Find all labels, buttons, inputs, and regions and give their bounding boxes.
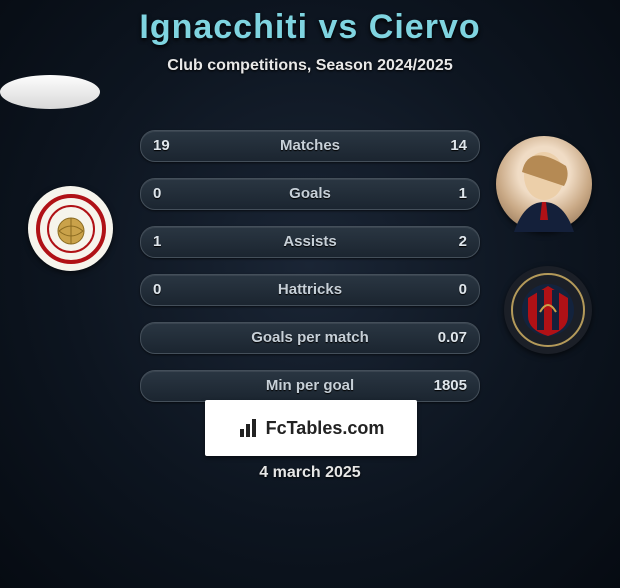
player1-avatar xyxy=(0,75,100,109)
player1-name: Ignacchiti xyxy=(139,8,308,46)
source-name: FcTables.com xyxy=(266,418,385,439)
stat-label: Hattricks xyxy=(141,275,479,305)
comparison-title: Ignacchiti vs Ciervo xyxy=(0,8,620,47)
cosenza-badge-icon xyxy=(510,272,586,348)
barchart-icon xyxy=(238,417,260,439)
stat-label: Assists xyxy=(141,227,479,257)
stat-label: Min per goal xyxy=(141,371,479,401)
player1-club-badge xyxy=(28,186,113,271)
stat-row-assists: 1 Assists 2 xyxy=(140,226,480,258)
stat-row-min-per-goal: Min per goal 1805 xyxy=(140,370,480,402)
subtitle: Club competitions, Season 2024/2025 xyxy=(0,57,620,75)
stat-right: 0 xyxy=(459,275,467,305)
stats-panel: 19 Matches 14 0 Goals 1 1 Assists 2 0 Ha… xyxy=(140,130,480,418)
stat-right: 1 xyxy=(459,179,467,209)
stat-row-hattricks: 0 Hattricks 0 xyxy=(140,274,480,306)
reggiana-badge-icon xyxy=(35,193,107,265)
stat-label: Goals xyxy=(141,179,479,209)
date-text: 4 march 2025 xyxy=(0,464,620,482)
player2-club-badge xyxy=(504,266,592,354)
source-tag: FcTables.com xyxy=(205,400,417,456)
stat-row-goals: 0 Goals 1 xyxy=(140,178,480,210)
stat-right: 14 xyxy=(450,131,467,161)
stat-row-matches: 19 Matches 14 xyxy=(140,130,480,162)
vs-text: vs xyxy=(308,8,369,46)
player2-avatar xyxy=(496,136,592,232)
stat-label: Matches xyxy=(141,131,479,161)
player2-name: Ciervo xyxy=(369,8,481,46)
stat-right: 2 xyxy=(459,227,467,257)
stat-label: Goals per match xyxy=(141,323,479,353)
stat-row-goals-per-match: Goals per match 0.07 xyxy=(140,322,480,354)
stat-right: 0.07 xyxy=(438,323,467,353)
player2-portrait-icon xyxy=(496,136,592,232)
stat-right: 1805 xyxy=(434,371,467,401)
